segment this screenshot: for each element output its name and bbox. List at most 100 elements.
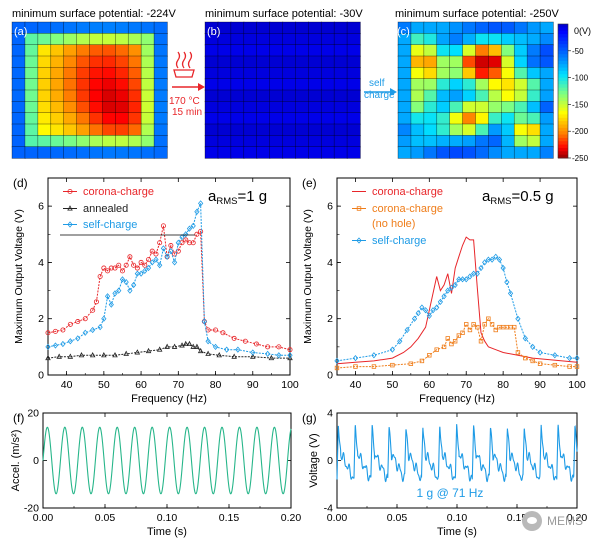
data-point — [186, 340, 193, 347]
map-cell — [475, 135, 490, 148]
map-cell — [410, 21, 425, 35]
map-cell — [76, 55, 91, 69]
map-cell — [449, 44, 464, 57]
data-point — [212, 343, 219, 350]
data-point — [489, 256, 495, 263]
map-cell — [333, 89, 348, 103]
selfcharge-label-1: self — [369, 78, 385, 89]
map-cell — [295, 55, 310, 69]
y-tick-label: 0 — [327, 455, 333, 467]
data-point — [198, 200, 204, 207]
map-cell — [204, 101, 219, 114]
data-point — [164, 253, 170, 260]
map-cell — [526, 67, 541, 80]
map-cell — [243, 101, 258, 114]
map-cell — [140, 123, 155, 137]
data-point — [515, 315, 521, 322]
map-cell — [436, 78, 451, 91]
map-cell — [24, 101, 39, 114]
x-axis-label: Time (s) — [437, 526, 477, 538]
map-cell — [89, 78, 104, 91]
map-cell — [462, 146, 477, 159]
data-point — [515, 350, 521, 355]
data-point — [168, 243, 174, 249]
map-cell — [282, 33, 297, 46]
data-point — [475, 324, 480, 330]
map-cell — [204, 112, 219, 125]
plot-frame — [47, 177, 291, 376]
colorbar-segment — [558, 60, 568, 65]
map-cell — [320, 146, 335, 159]
map-cell — [230, 112, 245, 125]
map-cell — [475, 55, 490, 69]
map-cell — [449, 146, 464, 159]
series-line — [336, 256, 577, 362]
y-tick-label: 4 — [38, 257, 44, 269]
data-point — [467, 327, 473, 333]
data-point — [287, 354, 293, 361]
data-point — [45, 343, 51, 350]
map-cell — [230, 135, 245, 148]
map-cell — [308, 146, 322, 159]
map-cell — [24, 89, 39, 103]
map-cell — [24, 44, 39, 57]
map-cell — [462, 78, 477, 91]
map-cell — [230, 123, 245, 137]
panel-e-chart: 40 50 60 70 80 90 100 0 2 4 6 Frequency (Hz) Maximum… — [302, 177, 586, 405]
map-cell — [526, 21, 541, 35]
map-cell — [333, 44, 348, 57]
map-cell — [102, 44, 117, 57]
map-cell — [269, 21, 284, 35]
data-point — [397, 338, 403, 345]
data-point — [82, 329, 88, 336]
data-point — [474, 270, 480, 277]
map-cell — [539, 112, 554, 125]
map-cell — [423, 55, 438, 69]
map-cell — [410, 44, 425, 57]
map-cell — [102, 33, 117, 46]
map-cell — [320, 33, 335, 46]
panel-d-label: (d) — [13, 176, 28, 190]
map-cell — [282, 67, 297, 80]
data-point — [220, 330, 226, 336]
data-point — [75, 319, 81, 325]
map-cell — [295, 67, 310, 80]
data-point — [197, 347, 204, 354]
data-point — [574, 364, 580, 369]
data-point — [194, 208, 200, 215]
map-cell — [204, 78, 219, 91]
arms-annotation: aRMS=1 g — [208, 188, 267, 207]
map-cell — [102, 123, 117, 137]
data-point — [97, 273, 103, 279]
map-cell — [102, 67, 117, 80]
map-cell — [256, 146, 271, 159]
data-point — [334, 365, 340, 371]
map-cell — [127, 55, 142, 69]
map-cell — [295, 78, 310, 91]
map-cell — [153, 44, 168, 57]
map-cell — [501, 112, 515, 125]
map-cell — [333, 146, 348, 159]
map-cell — [153, 123, 168, 137]
map-cell — [217, 67, 232, 80]
map-cell — [102, 146, 117, 159]
x-tick-label: 0.00 — [33, 512, 54, 524]
data-point — [67, 205, 73, 211]
data-point — [186, 240, 192, 246]
data-point — [201, 318, 207, 325]
map-cell — [346, 55, 361, 69]
watermark-text: MEMS — [547, 514, 583, 528]
map-cell — [76, 112, 91, 125]
map-cell — [153, 112, 168, 125]
heat-icon — [173, 51, 195, 78]
map-cell — [89, 123, 104, 137]
map-cell — [526, 135, 541, 148]
map-cell — [346, 123, 361, 137]
map-cell — [346, 44, 361, 57]
data-point — [485, 256, 492, 263]
data-point — [467, 273, 473, 280]
y-tick-label: 2 — [327, 313, 333, 325]
map-cell — [269, 33, 284, 46]
y-tick-label: -4 — [324, 503, 333, 515]
